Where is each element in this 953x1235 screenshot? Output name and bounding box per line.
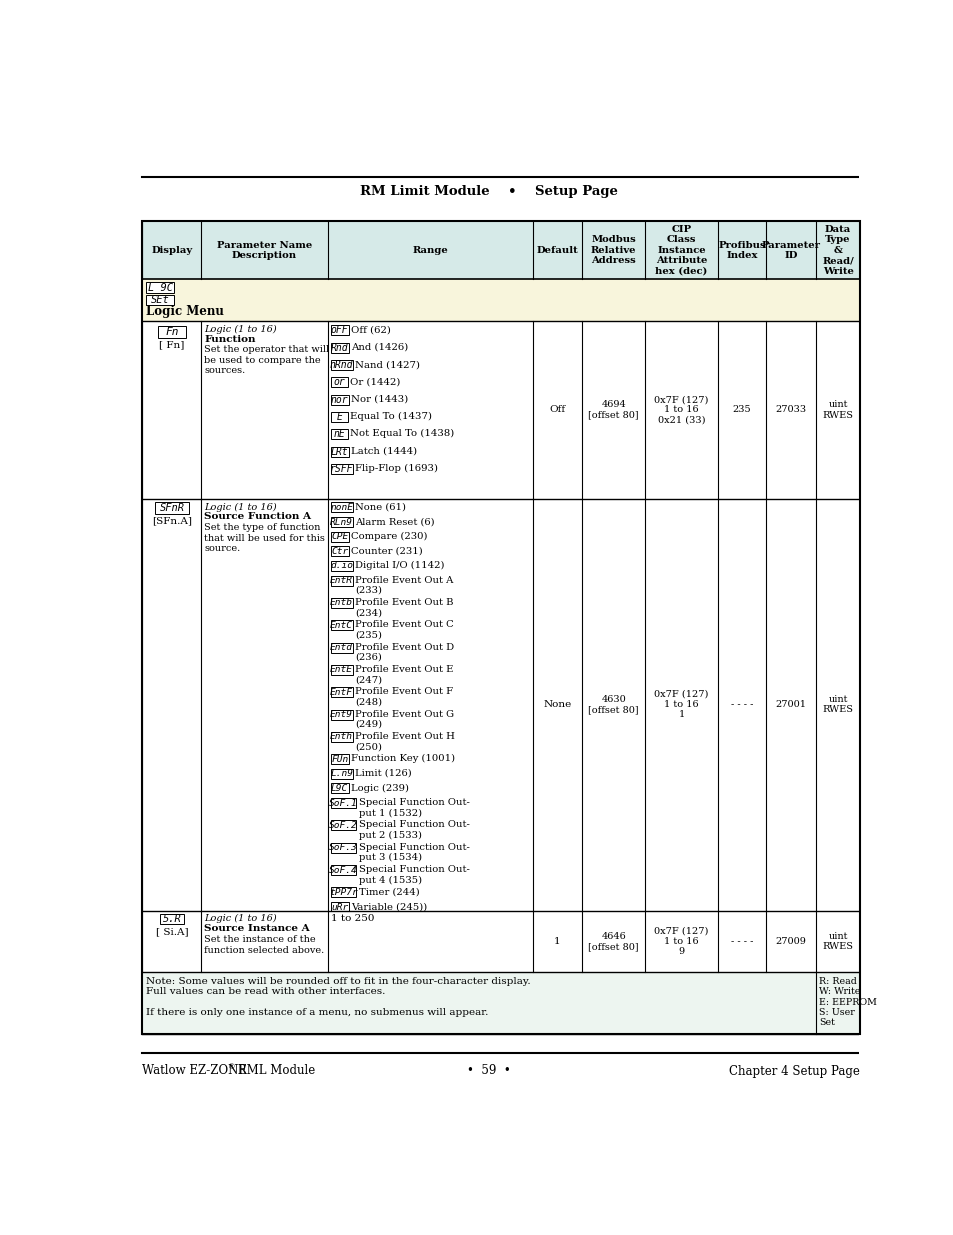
Text: None (61): None (61) [355,503,405,511]
Text: Logic Menu: Logic Menu [146,305,224,317]
Text: [SFn.A]: [SFn.A] [152,516,192,525]
Text: - - - -: - - - - [730,700,752,709]
Bar [146,282,174,293]
Text: Digital I/O (1142): Digital I/O (1142) [355,561,444,571]
Text: L 9C: L 9C [148,283,172,293]
Bar [331,664,353,674]
Text: SFnR: SFnR [159,503,184,514]
Text: d.io: d.io [330,562,353,571]
Bar [331,325,348,336]
Bar [146,294,174,305]
Bar [331,842,356,852]
Bar [154,503,189,514]
Text: Ctr: Ctr [331,547,348,556]
Bar [331,464,353,474]
Text: 27009: 27009 [775,937,806,946]
Text: Timer (244): Timer (244) [358,888,419,897]
Text: L.n9: L.n9 [330,769,353,778]
Text: Special Function Out-
put 1 (1532): Special Function Out- put 1 (1532) [358,798,469,818]
Bar [142,499,860,910]
Text: Special Function Out-
put 4 (1535): Special Function Out- put 4 (1535) [358,864,469,884]
Text: SEt: SEt [151,295,170,305]
Text: Logic (1 to 16): Logic (1 to 16) [204,325,276,335]
Bar [142,321,860,499]
Text: Or (1442): Or (1442) [350,378,400,387]
Bar [331,447,348,457]
Text: Not Equal To (1438): Not Equal To (1438) [350,430,454,438]
Bar [159,914,184,924]
Bar [331,412,348,422]
Text: 0x7F (127)
1 to 16
1: 0x7F (127) 1 to 16 1 [654,689,708,720]
Text: 1: 1 [554,937,560,946]
Bar [331,732,353,742]
Text: 27001: 27001 [775,700,806,709]
Bar [331,902,348,911]
Text: nE: nE [334,430,345,440]
Text: 0x7F (127)
1 to 16
9: 0x7F (127) 1 to 16 9 [654,926,708,956]
Text: RLn9: RLn9 [330,517,353,526]
Text: uint
RWES: uint RWES [821,695,853,714]
Text: Logic (239): Logic (239) [351,783,409,793]
Bar [142,221,860,279]
Text: Set the type of function
that will be used for this
source.: Set the type of function that will be us… [204,524,325,553]
Text: Function: Function [204,336,255,345]
Text: SoF.2: SoF.2 [329,821,357,830]
Text: Profile Event Out G
(249): Profile Event Out G (249) [355,710,454,729]
Text: LRt: LRt [331,447,348,457]
Text: Note: Some values will be rounded off to fit in the four-character display.
Full: Note: Some values will be rounded off to… [146,977,531,1016]
Text: Equal To (1437): Equal To (1437) [350,412,432,421]
Text: Alarm Reset (6): Alarm Reset (6) [355,517,434,526]
Bar [142,910,860,972]
Text: 4630
[offset 80]: 4630 [offset 80] [588,695,639,714]
Text: FUn: FUn [331,755,348,763]
Text: RM Limit Module    •    Setup Page: RM Limit Module • Setup Page [359,185,618,198]
Text: Off: Off [549,405,565,415]
Text: SoF.1: SoF.1 [329,799,357,808]
Text: EntF: EntF [330,688,353,697]
Text: 5.R: 5.R [162,914,181,924]
Bar [331,377,348,388]
Text: 1 to 250: 1 to 250 [331,914,374,924]
Text: Function Key (1001): Function Key (1001) [351,755,455,763]
Text: None: None [543,700,571,709]
Text: Fn: Fn [165,327,178,337]
Text: CPE: CPE [331,532,348,541]
Bar [331,395,348,405]
Text: Modbus
Relative
Address: Modbus Relative Address [590,236,636,266]
Text: Watlow EZ-ZONE: Watlow EZ-ZONE [142,1065,247,1077]
Text: R: Read
W: Write
E: EEPROM
S: User
Set: R: Read W: Write E: EEPROM S: User Set [819,977,876,1028]
Text: Ent9: Ent9 [330,710,353,719]
Text: EntE: EntE [330,666,353,674]
Text: E: E [336,412,342,422]
Text: Special Function Out-
put 3 (1534): Special Function Out- put 3 (1534) [358,842,469,862]
Text: Profile Event Out B
(234): Profile Event Out B (234) [355,598,453,618]
Text: tPP7r: tPP7r [329,888,357,897]
Text: rSFF: rSFF [330,464,353,474]
Text: 27033: 27033 [775,405,806,415]
Bar [331,546,348,556]
Text: 4646
[offset 80]: 4646 [offset 80] [588,931,639,951]
Text: uint
RWES: uint RWES [821,400,853,420]
Bar [331,517,353,527]
Text: nonE: nonE [330,503,353,511]
Text: Counter (231): Counter (231) [351,546,422,556]
Bar [331,798,356,808]
Text: Data
Type
&
Read/
Write: Data Type & Read/ Write [821,225,853,275]
Text: ®: ® [228,1063,235,1072]
Text: Flip-Flop (1693): Flip-Flop (1693) [355,464,437,473]
Text: 235: 235 [732,405,751,415]
Bar [331,769,353,779]
Text: Special Function Out-
put 2 (1533): Special Function Out- put 2 (1533) [358,820,469,840]
Bar [331,342,348,353]
Text: Nand (1427): Nand (1427) [355,361,419,369]
Text: EntC: EntC [330,621,353,630]
Bar [331,598,353,608]
Bar [142,972,860,1034]
Text: Profile Event Out E
(247): Profile Event Out E (247) [355,664,453,684]
Text: [ Fn]: [ Fn] [159,341,185,350]
Text: - - - -: - - - - [730,937,752,946]
Text: EntR: EntR [330,576,353,585]
Text: Set the instance of the
function selected above.: Set the instance of the function selecte… [204,935,324,955]
Bar [331,359,353,370]
Text: Profibus
Index: Profibus Index [718,241,765,259]
